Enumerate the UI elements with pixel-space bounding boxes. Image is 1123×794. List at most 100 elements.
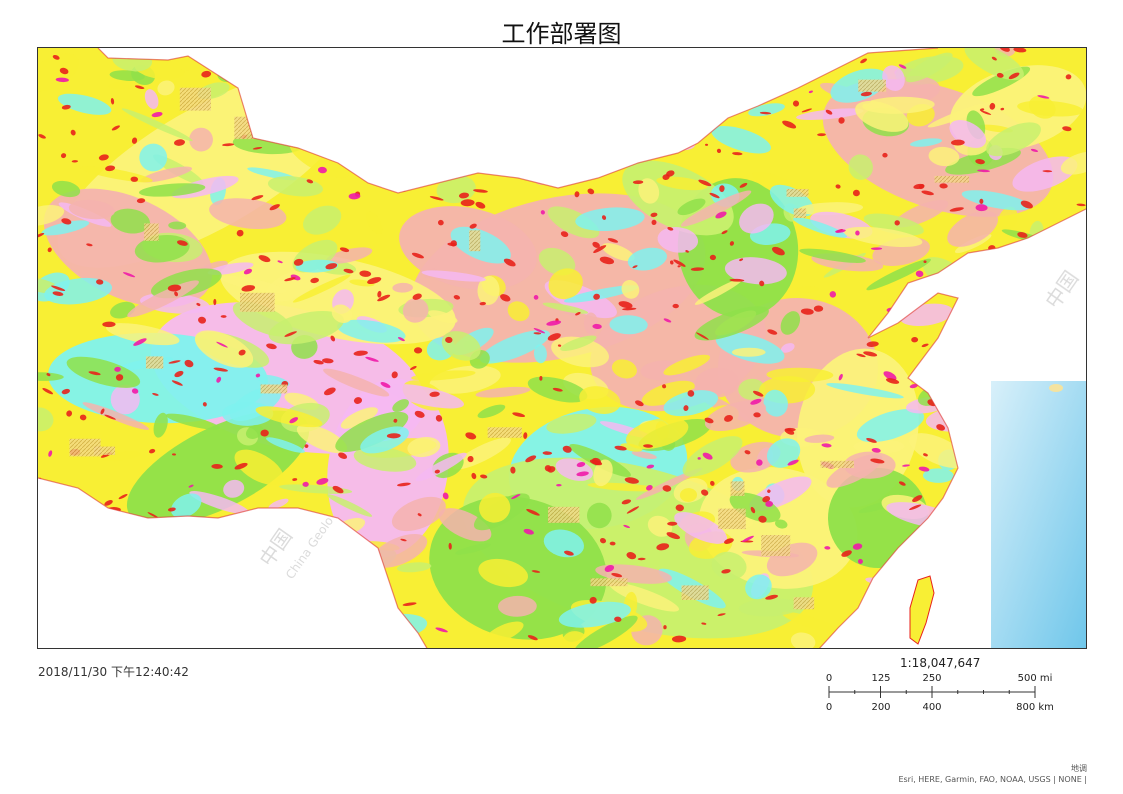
geology-unit: [792, 100, 800, 107]
geology-unit: [885, 378, 900, 384]
geology-unit: [52, 530, 63, 536]
geology-unit: [1020, 200, 1033, 209]
geologic-map[interactable]: 中国 China Geolo 中国: [37, 47, 1087, 649]
geology-unit: [46, 579, 101, 594]
geology-unit: [710, 480, 715, 486]
geology-unit: [555, 77, 561, 81]
geology-unit: [787, 459, 799, 466]
geology-unit: [717, 613, 726, 616]
geology-unit: [975, 204, 988, 212]
geology-unit: [898, 481, 906, 486]
map-canvas[interactable]: 中国 China Geolo 中国: [38, 48, 1087, 649]
geology-unit: [724, 538, 734, 544]
geology-unit: [371, 129, 402, 151]
geology-unit: [189, 127, 213, 152]
geology-hatched-unit: [144, 223, 159, 241]
geology-unit: [235, 80, 247, 87]
geology-unit: [882, 65, 905, 91]
geology-unit: [913, 550, 968, 560]
geology-unit: [552, 387, 563, 392]
geology-unit: [801, 108, 813, 113]
geology-unit: [793, 217, 847, 238]
geology-unit: [667, 226, 674, 231]
geology-unit: [918, 466, 930, 472]
geology-unit: [650, 119, 655, 125]
geology-unit: [210, 613, 223, 619]
geology-unit: [625, 417, 689, 450]
geology-unit: [104, 500, 113, 506]
geology-hatched-unit: [681, 585, 709, 600]
geology-unit: [1065, 74, 1072, 80]
coastline: [38, 48, 1086, 648]
geology-unit: [1071, 229, 1076, 236]
geology-unit: [38, 634, 63, 648]
geology-unit: [38, 372, 64, 381]
geology-unit: [883, 371, 897, 381]
geology-unit: [435, 627, 448, 633]
geology-unit: [430, 128, 436, 132]
geology-unit: [923, 260, 927, 263]
geology-unit: [771, 246, 785, 256]
geology-unit: [604, 564, 615, 572]
geology-unit: [238, 349, 246, 356]
geology-unit: [43, 617, 54, 623]
geology-unit: [503, 258, 516, 267]
geology-unit: [102, 321, 116, 328]
geology-unit: [989, 102, 996, 110]
geology-unit: [525, 146, 539, 155]
geology-unit: [804, 434, 835, 443]
geology-unit: [748, 103, 785, 117]
geology-unit: [533, 344, 547, 364]
geology-unit: [997, 206, 1018, 233]
geology-unit: [200, 638, 209, 643]
geology-unit: [288, 63, 299, 71]
geology-unit: [1012, 156, 1078, 192]
geology-unit: [564, 285, 639, 303]
island-taiwan: [909, 575, 935, 645]
map-title: 工作部署图: [501, 20, 622, 48]
geology-unit: [107, 629, 168, 648]
geology-unit: [165, 591, 241, 626]
geology-unit: [61, 508, 75, 515]
geology-unit: [680, 190, 752, 227]
geology-unit: [539, 376, 543, 381]
geology-unit: [656, 543, 670, 551]
geology-unit: [38, 613, 90, 639]
geology-unit: [473, 189, 488, 193]
geology-unit: [276, 597, 289, 602]
geology-unit: [75, 490, 82, 498]
geology-unit: [947, 210, 999, 247]
geology-unit: [109, 70, 145, 81]
geology-unit: [758, 515, 767, 523]
geology-unit: [202, 402, 207, 407]
geology-unit: [533, 332, 542, 335]
geology-unit: [589, 459, 603, 466]
geology-unit: [969, 554, 976, 560]
geology-unit: [133, 338, 147, 346]
geology-unit: [601, 243, 635, 262]
geology-unit: [293, 258, 304, 266]
geology-unit: [800, 308, 814, 315]
geology-unit: [475, 201, 486, 209]
geology-unit: [48, 545, 114, 562]
geology-unit: [694, 367, 740, 398]
geology-unit: [974, 399, 985, 405]
geology-unit: [122, 272, 136, 278]
geology-unit: [739, 258, 744, 262]
geology-unit: [856, 353, 866, 358]
geology-unit: [674, 512, 728, 544]
geology-unit: [935, 618, 967, 630]
geology-unit: [213, 367, 228, 372]
geology-unit: [729, 278, 745, 282]
geology-unit: [555, 74, 600, 104]
geology-unit: [638, 178, 660, 204]
geology-unit: [1000, 107, 1005, 111]
geology-unit: [402, 602, 417, 606]
geology-unit: [265, 609, 277, 617]
geology-unit: [106, 637, 134, 648]
geology-unit: [38, 623, 83, 648]
geology-unit: [621, 499, 632, 505]
geology-unit: [843, 451, 896, 479]
scale-mi-500: 500 mi: [1018, 673, 1053, 684]
geology-unit: [646, 485, 653, 491]
